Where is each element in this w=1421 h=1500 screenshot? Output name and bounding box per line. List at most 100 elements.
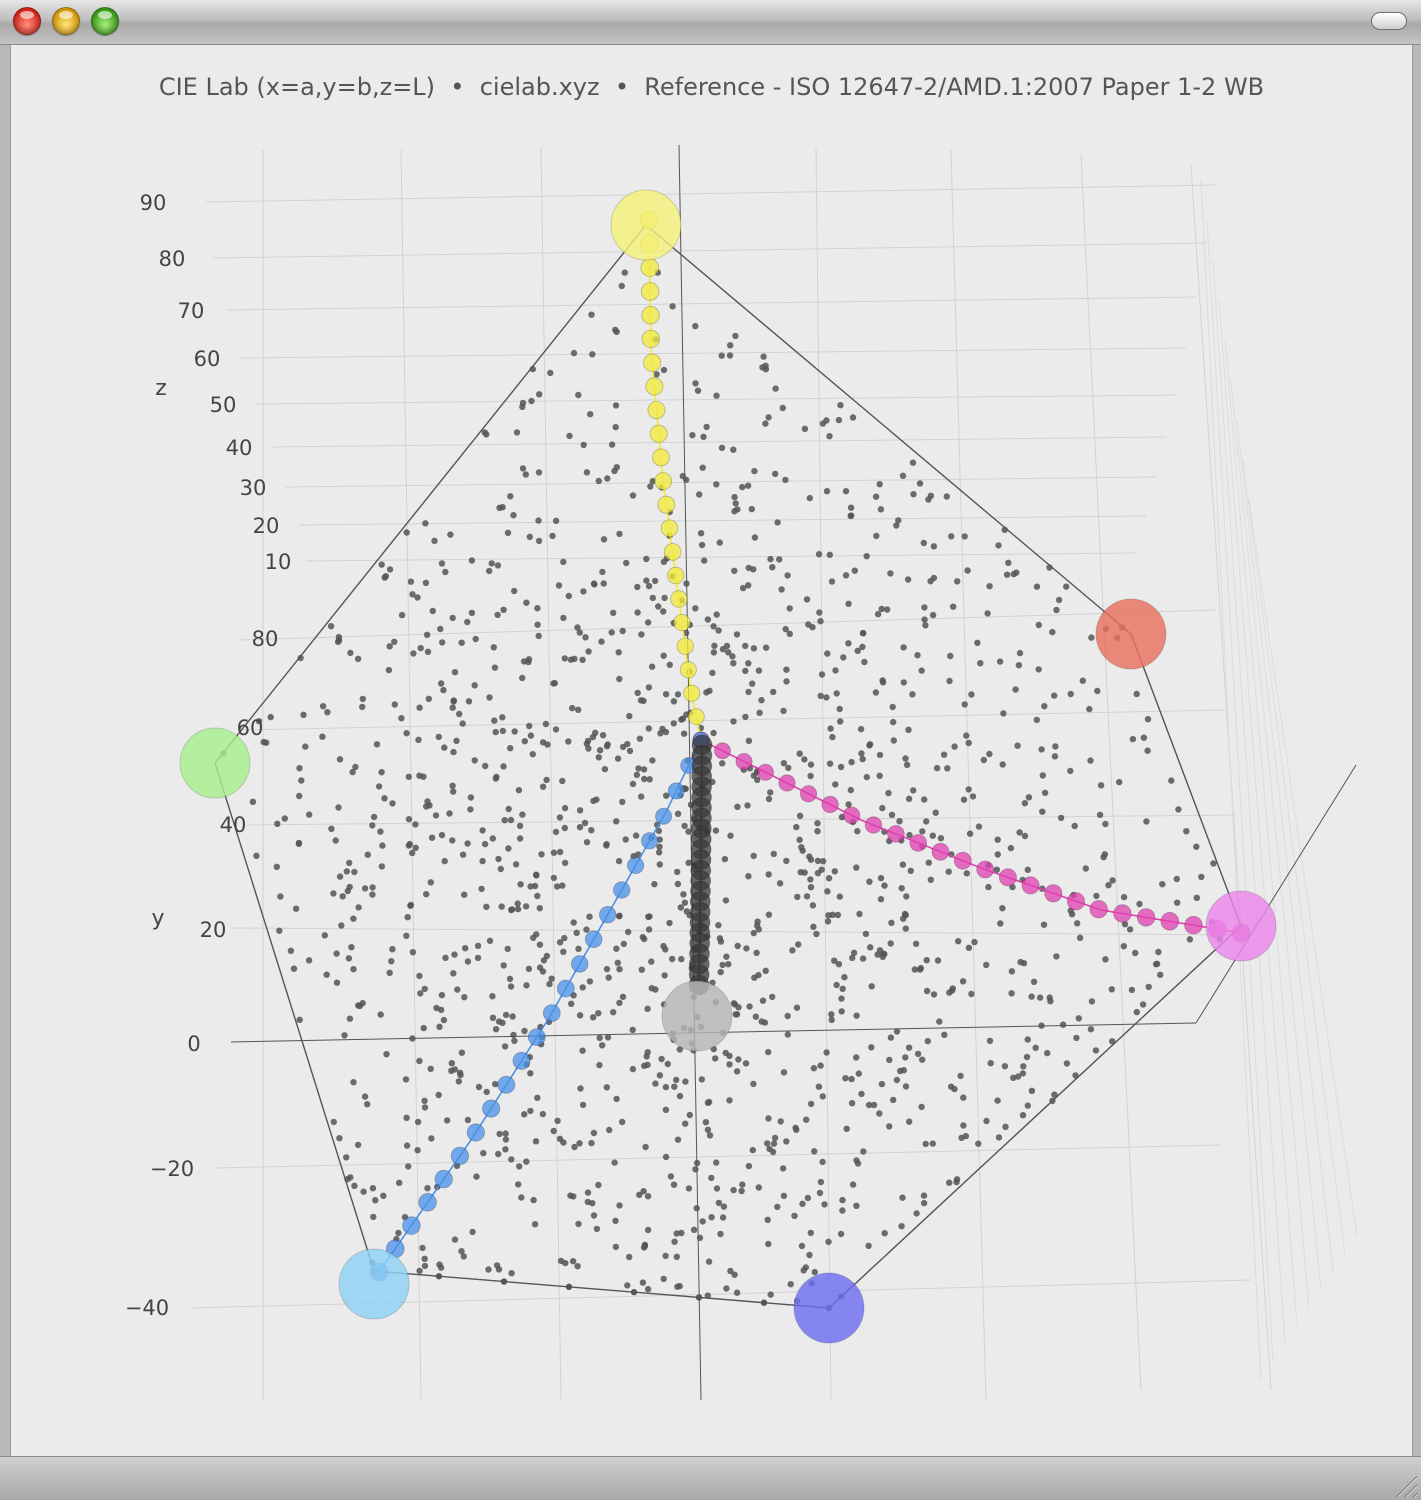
scatter-point xyxy=(831,957,838,964)
scatter-point xyxy=(1008,990,1015,997)
scatter-point xyxy=(451,1236,459,1243)
zoom-icon[interactable] xyxy=(91,7,119,35)
scatter-point xyxy=(845,640,852,647)
scatter-point xyxy=(742,642,749,650)
scatter-point xyxy=(899,861,907,868)
scatter-point xyxy=(1051,1091,1058,1098)
scatter-point xyxy=(760,353,767,360)
scatter-point xyxy=(1174,899,1181,906)
scatter-point xyxy=(527,1070,534,1077)
scatter-point xyxy=(633,771,641,778)
resize-grip-icon[interactable] xyxy=(1395,1475,1417,1497)
scatter-point xyxy=(704,616,712,623)
scatter-point xyxy=(733,1011,741,1018)
scatter-point xyxy=(965,786,972,793)
scatter-point xyxy=(437,625,444,633)
scatter-point xyxy=(782,476,789,484)
scatter-point xyxy=(876,772,883,779)
scatter-point xyxy=(579,1047,586,1054)
scatter-point xyxy=(501,817,508,824)
scatter-point xyxy=(555,582,563,589)
scatter-point xyxy=(386,643,393,650)
scatter-point xyxy=(732,500,739,507)
scatter-point xyxy=(929,1140,936,1147)
scatter-point xyxy=(1120,893,1128,901)
scatter-point xyxy=(1087,757,1094,764)
grid-line-wall-3 xyxy=(1218,299,1298,1327)
scatter-point xyxy=(637,697,645,704)
scatter-point xyxy=(787,1281,794,1288)
scatter-point xyxy=(542,720,550,728)
scatter-point xyxy=(584,1189,592,1196)
scatter-point xyxy=(530,1196,537,1204)
title-bar[interactable] xyxy=(0,0,1421,45)
scatter-point xyxy=(565,738,572,745)
scatter-point xyxy=(330,1118,337,1126)
scatter-point xyxy=(323,971,330,978)
scatter-point xyxy=(446,810,453,817)
grid-line-wall-2 xyxy=(1212,259,1286,1345)
scatter-point xyxy=(723,1285,730,1292)
scatter-point xyxy=(878,605,885,613)
scatter-point xyxy=(824,650,831,657)
scatter-point xyxy=(471,682,478,689)
scatter-point xyxy=(273,863,280,870)
scatter-point xyxy=(419,1244,426,1252)
scatter-point xyxy=(375,783,383,790)
scatter-point xyxy=(853,864,860,871)
scatter-point xyxy=(656,836,663,843)
scatter-point xyxy=(825,1238,832,1246)
scatter-point xyxy=(422,579,430,586)
scatter-point xyxy=(629,492,637,499)
plot-area[interactable]: CIE Lab (x=a,y=b,z=L) • cielab.xyz • Ref… xyxy=(10,45,1413,1456)
scatter-point xyxy=(705,1098,713,1106)
scatter-point xyxy=(780,760,788,767)
scatter-point xyxy=(961,701,968,708)
scatter-point xyxy=(447,531,454,538)
scatter-point xyxy=(483,903,490,910)
scatter-point xyxy=(486,567,493,575)
scatter-point xyxy=(983,1117,990,1125)
scatter-point xyxy=(603,1084,610,1091)
scatter-point xyxy=(416,1267,423,1275)
y-tick-label: −40 xyxy=(125,1296,169,1320)
scatter-point xyxy=(613,945,620,952)
scatter-point xyxy=(450,697,457,704)
scatter-point xyxy=(550,874,558,882)
scatter-point xyxy=(347,649,354,657)
scatter-point xyxy=(1039,808,1046,815)
scatter-point xyxy=(733,1289,741,1296)
scatter-point xyxy=(1152,961,1160,968)
scatter-point xyxy=(1168,777,1175,784)
scatter-point xyxy=(335,637,343,644)
scatter-point xyxy=(585,648,592,655)
scatter-point xyxy=(872,493,880,500)
hull-edge-point xyxy=(630,1288,638,1296)
close-icon[interactable] xyxy=(13,7,41,35)
scatter-point xyxy=(1157,971,1164,978)
minimize-icon[interactable] xyxy=(52,7,80,35)
scatter-point xyxy=(829,911,836,918)
scatter-point xyxy=(625,928,632,936)
status-bar xyxy=(0,1456,1421,1500)
toolbar-toggle-button[interactable] xyxy=(1371,12,1407,30)
scatter-point xyxy=(783,1138,790,1145)
scatter-point xyxy=(745,1162,753,1170)
scatter-point xyxy=(870,1101,878,1109)
scatter-point xyxy=(575,706,582,713)
scatter-point xyxy=(465,698,473,705)
scatter-point xyxy=(407,578,415,585)
scatter-point xyxy=(350,915,357,922)
scatter-point xyxy=(346,859,353,867)
scatter-point xyxy=(765,911,773,918)
paper-white-marker xyxy=(661,980,733,1052)
scatter-point xyxy=(890,737,897,744)
lab-3d-scatter-plot[interactable]: 90 80 70 60 50 40 30 20 10 80 60 40 20 0 −20 −40 z y xyxy=(11,45,1412,1456)
scatter-point xyxy=(296,765,303,772)
grid-line-wall-0 xyxy=(1200,179,1262,1381)
scatter-point xyxy=(442,568,449,576)
yellow-ramp-point xyxy=(649,424,668,443)
scatter-point xyxy=(296,792,303,800)
scatter-point xyxy=(1012,686,1019,693)
scatter-point xyxy=(383,1051,390,1058)
